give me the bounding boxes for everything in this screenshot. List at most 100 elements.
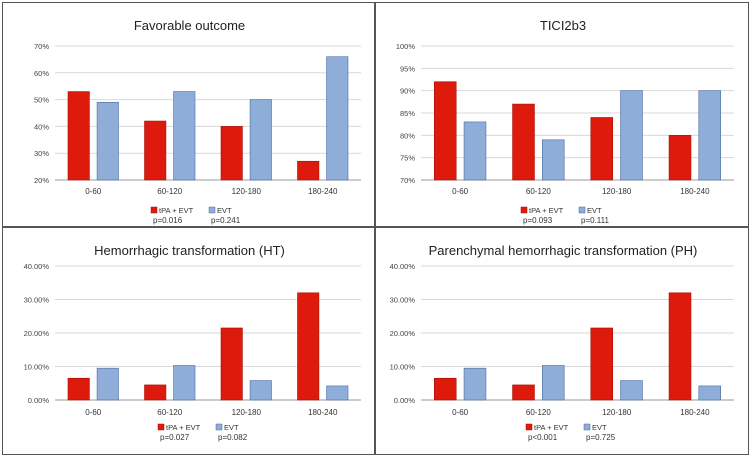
chart-title: TICI2b3 <box>540 18 586 33</box>
pvalue-evt: p=0.111 <box>581 216 610 225</box>
y-tick-label: 40% <box>34 122 49 131</box>
bar-tpa-evt <box>220 126 243 181</box>
legend-label-tpa-evt: tPA + EVT <box>159 206 194 215</box>
bar-evt <box>326 385 349 401</box>
legend-label-evt: EVT <box>224 423 239 432</box>
x-category-label: 60-120 <box>157 187 182 196</box>
x-category-label: 180-240 <box>680 408 710 417</box>
pvalue-tpa-evt: p=0.093 <box>523 216 553 225</box>
chart-title: Favorable outcome <box>134 18 245 33</box>
bar-evt <box>173 91 196 181</box>
legend-swatch-evt <box>208 206 216 214</box>
bar-tpa-evt <box>297 160 320 181</box>
x-category-label: 120-180 <box>232 187 262 196</box>
y-tick-label: 20.00% <box>24 329 50 338</box>
bar-evt <box>698 90 721 181</box>
pvalue-evt: p=0.241 <box>211 216 241 225</box>
y-tick-label: 30.00% <box>24 296 50 305</box>
legend-swatch-evt <box>578 206 586 214</box>
y-tick-label: 70% <box>34 42 49 51</box>
legend-swatch-tpa-evt <box>157 423 165 431</box>
x-category-label: 180-240 <box>308 408 338 417</box>
y-tick-label: 70% <box>400 176 415 185</box>
bar-tpa-evt <box>668 135 692 181</box>
legend-label-tpa-evt: tPA + EVT <box>534 423 569 432</box>
y-tick-label: 60% <box>34 69 49 78</box>
bar-evt <box>173 365 196 401</box>
bar-evt <box>620 380 643 401</box>
y-tick-label: 85% <box>400 109 415 118</box>
x-category-label: 60-120 <box>526 408 551 417</box>
legend-swatch-tpa-evt <box>525 423 533 431</box>
y-tick-label: 40.00% <box>24 262 50 271</box>
x-category-label: 0-60 <box>452 187 469 196</box>
y-tick-label: 95% <box>400 64 415 73</box>
x-category-label: 60-120 <box>526 187 551 196</box>
bar-evt <box>541 139 565 181</box>
x-category-label: 0-60 <box>452 408 469 417</box>
chart-panel-parenchymal-hemorrhagic-transformation: Parenchymal hemorrhagic transformation (… <box>375 227 749 455</box>
bar-tpa-evt <box>67 91 90 181</box>
y-tick-label: 30% <box>34 149 49 158</box>
x-category-label: 180-240 <box>308 187 338 196</box>
x-category-label: 120-180 <box>602 408 632 417</box>
y-tick-label: 50% <box>34 96 49 105</box>
y-tick-label: 80% <box>400 131 415 140</box>
y-tick-label: 30.00% <box>390 296 416 305</box>
bar-tpa-evt <box>144 384 167 401</box>
bar-evt <box>249 380 272 401</box>
pvalue-tpa-evt: p=0.027 <box>160 433 190 442</box>
y-tick-label: 75% <box>400 154 415 163</box>
y-tick-label: 10.00% <box>390 363 416 372</box>
y-tick-label: 20.00% <box>390 329 416 338</box>
chart-svg-parenchymal-ht: Parenchymal hemorrhagic transformation (… <box>390 243 734 442</box>
legend-swatch-evt <box>583 423 591 431</box>
y-tick-label: 0.00% <box>394 396 416 405</box>
bar-tpa-evt <box>144 120 167 181</box>
x-category-label: 60-120 <box>157 408 182 417</box>
pvalue-tpa-evt: p=0.016 <box>153 216 183 225</box>
legend-swatch-tpa-evt <box>520 206 528 214</box>
pvalue-evt: p=0.725 <box>586 433 616 442</box>
bar-evt <box>249 99 272 181</box>
pvalue-evt: p=0.082 <box>218 433 248 442</box>
x-category-label: 180-240 <box>680 187 710 196</box>
x-category-label: 0-60 <box>85 408 102 417</box>
bar-evt <box>326 56 349 181</box>
y-tick-label: 0.00% <box>28 396 50 405</box>
x-category-label: 120-180 <box>232 408 262 417</box>
chart-panel-tici2b3: TICI2b3 70% 75% 80% 85% 90% 95% 100% 0-60 60-120 1… <box>375 2 749 227</box>
bar-tpa-evt <box>220 327 243 401</box>
chart-svg-hemorrhagic-transformation: Hemorrhagic transformation (HT) 0.00% 10.0… <box>24 243 361 442</box>
x-category-label: 0-60 <box>85 187 102 196</box>
chart-title: Parenchymal hemorrhagic transformation (… <box>429 243 698 258</box>
bar-evt <box>96 101 119 181</box>
legend-swatch-evt <box>215 423 223 431</box>
bar-evt <box>463 121 487 181</box>
y-tick-label: 100% <box>396 42 416 51</box>
pvalue-tpa-evt: p<0.001 <box>528 433 558 442</box>
y-tick-label: 20% <box>34 176 49 185</box>
bar-evt <box>620 90 643 181</box>
legend-label-tpa-evt: tPA + EVT <box>166 423 201 432</box>
legend-label-evt: EVT <box>587 206 602 215</box>
bar-evt <box>96 367 119 401</box>
chart-svg-favorable-outcome: Favorable outcome 20% 30% 40% 50% 60% 70% 0-60 6… <box>34 18 361 225</box>
chart-panel-hemorrhagic-transformation: Hemorrhagic transformation (HT) 0.00% 10.0… <box>2 227 375 455</box>
bar-tpa-evt <box>590 117 614 181</box>
legend-swatch-tpa-evt <box>150 206 158 214</box>
chart-title: Hemorrhagic transformation (HT) <box>94 243 285 258</box>
bar-tpa-evt <box>67 377 90 401</box>
bar-evt <box>463 367 487 401</box>
bar-tpa-evt <box>512 103 535 181</box>
bar-tpa-evt <box>590 327 614 401</box>
chart-svg-tici2b3: TICI2b3 70% 75% 80% 85% 90% 95% 100% 0-60 60-120 1… <box>396 18 734 225</box>
x-category-label: 120-180 <box>602 187 632 196</box>
bar-evt <box>541 365 565 401</box>
chart-panel-favorable-outcome: Favorable outcome 20% 30% 40% 50% 60% 70% 0-60 6… <box>2 2 375 227</box>
bar-tpa-evt <box>434 81 457 181</box>
legend-label-tpa-evt: tPA + EVT <box>529 206 564 215</box>
y-tick-label: 90% <box>400 87 415 96</box>
y-tick-label: 40.00% <box>390 262 416 271</box>
legend-label-evt: EVT <box>592 423 607 432</box>
